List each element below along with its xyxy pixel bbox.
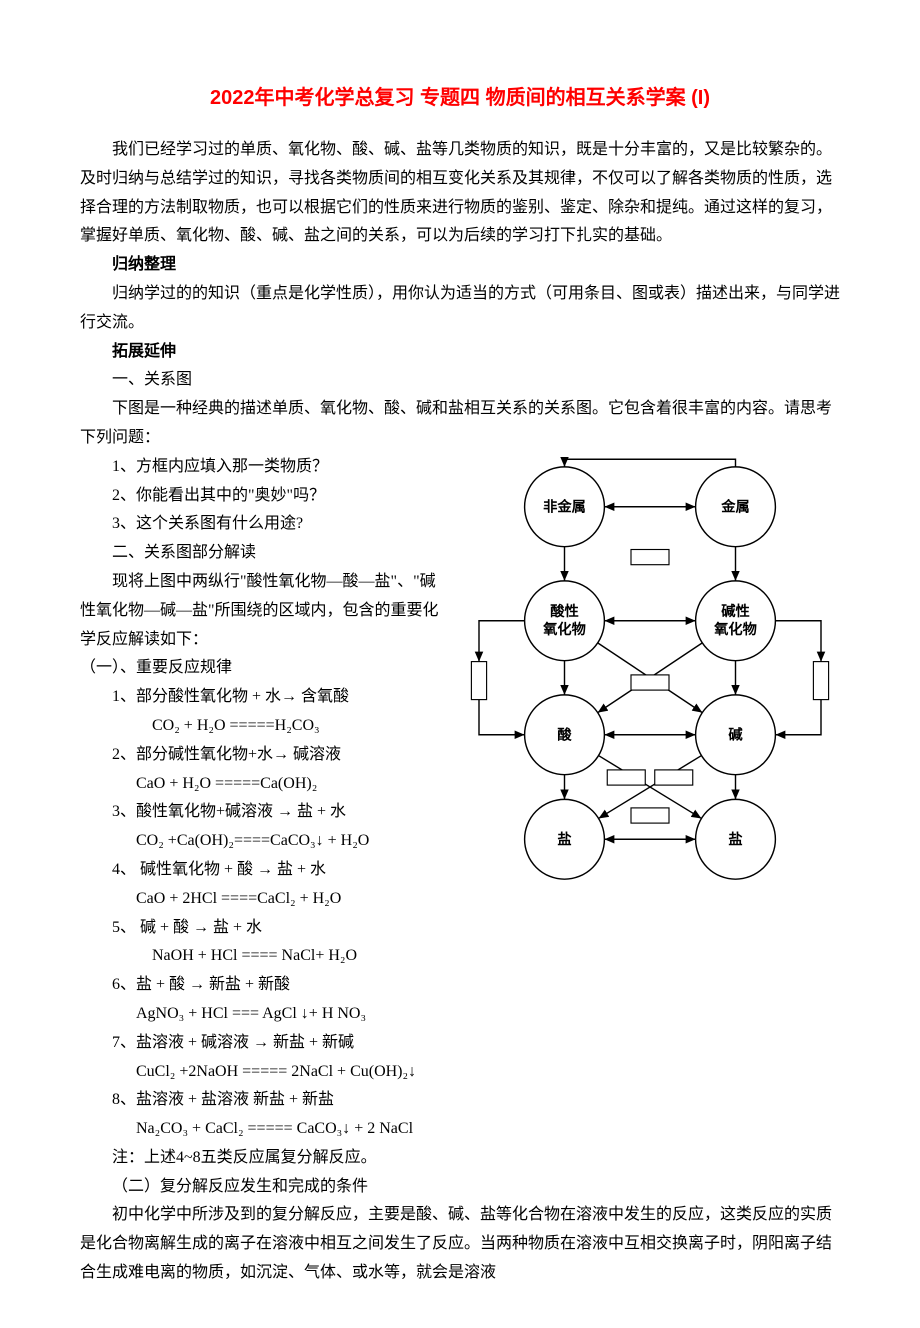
rule-6-eq: AgNO₃ + HCl === AgCl ↓+ H NO₃ — [80, 1000, 840, 1029]
final-paragraph: 初中化学中所涉及到的复分解反应，主要是酸、碱、盐等化合物在溶液中发生的反应，这类… — [80, 1201, 840, 1287]
rule-8-eq: Na₂CO₃ + CaCl₂ ===== CaCO₃↓ + 2 NaCl — [80, 1115, 840, 1144]
svg-text:盐: 盐 — [557, 830, 571, 848]
heading-summarize: 归纳整理 — [80, 251, 840, 280]
svg-text:酸性: 酸性 — [550, 602, 579, 620]
summarize-text: 归纳学过的的知识（重点是化学性质），用你认为适当的方式（可用条目、图或表）描述出… — [80, 280, 840, 338]
svg-text:金属: 金属 — [720, 497, 750, 515]
page-title: 2022年中考化学总复习 专题四 物质间的相互关系学案 (I) — [80, 80, 840, 116]
svg-text:氧化物: 氧化物 — [542, 620, 586, 638]
rule-8: 8、盐溶液 + 盐溶液 新盐 + 新盐 — [80, 1086, 840, 1115]
rule-5: 5、 碱 + 酸 → 盐 + 水 — [80, 914, 840, 943]
rule-7: 7、盐溶液 + 碱溶液 → 新盐 + 新碱 — [80, 1029, 840, 1058]
rule-7-eq: CuCl₂ +2NaOH ===== 2NaCl + Cu(OH)₂↓ — [80, 1058, 840, 1087]
relationship-diagram: 非金属金属酸性氧化物碱性氧化物酸碱盐盐 — [460, 453, 840, 893]
note: 注：上述4~8五类反应属复分解反应。 — [80, 1144, 840, 1173]
svg-text:盐: 盐 — [728, 830, 742, 848]
sub-heading-2: （二）复分解反应发生和完成的条件 — [80, 1173, 840, 1202]
svg-text:酸: 酸 — [557, 725, 572, 743]
svg-text:碱: 碱 — [728, 725, 743, 743]
intro-paragraph: 我们已经学习过的单质、氧化物、酸、碱、盐等几类物质的知识，既是十分丰富的，又是比… — [80, 136, 840, 251]
section1-title: 一、关系图 — [80, 366, 840, 395]
rule-5-eq: NaOH + HCl ==== NaCl+ H₂O — [80, 942, 840, 971]
heading-extend: 拓展延伸 — [80, 338, 840, 367]
svg-text:氧化物: 氧化物 — [713, 620, 757, 638]
section1-text: 下图是一种经典的描述单质、氧化物、酸、碱和盐相互关系的关系图。它包含着很丰富的内… — [80, 395, 840, 453]
rule-6: 6、盐 + 酸 → 新盐 + 新酸 — [80, 971, 840, 1000]
svg-text:碱性: 碱性 — [721, 602, 750, 620]
svg-text:非金属: 非金属 — [543, 497, 586, 515]
